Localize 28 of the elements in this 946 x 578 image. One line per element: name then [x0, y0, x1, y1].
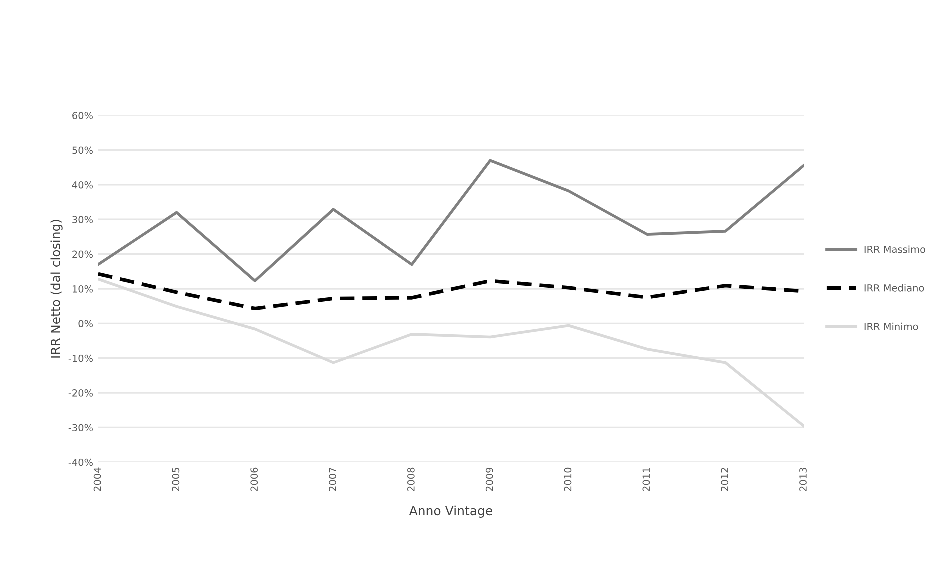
x-tick-label: 2007 [329, 468, 336, 492]
y-tick-label: 0% [78, 320, 93, 328]
x-tick-label: 2004 [94, 468, 102, 492]
line-series [98, 159, 804, 282]
y-tick-label: 50% [72, 146, 93, 154]
legend-label: IRR Massimo [864, 246, 926, 254]
x-axis-title: Anno Vintage [409, 506, 493, 518]
y-tick-label: -40% [68, 458, 93, 466]
x-tick-label: 2010 [564, 468, 572, 492]
x-tick-label: 2009 [486, 468, 494, 492]
x-tick-label: 2012 [721, 468, 729, 492]
y-tick-label: -20% [68, 390, 93, 397]
y-tick-label: -10% [68, 354, 93, 362]
x-tick-label: 2013 [800, 468, 807, 492]
x-tick-label: 2005 [172, 468, 180, 492]
y-tick-label: 60% [72, 112, 93, 120]
x-tick-label: 2006 [250, 468, 258, 492]
legend-label: IRR Mediano [864, 284, 924, 292]
legend-label: IRR Minimo [864, 322, 918, 330]
y-tick-label: 10% [72, 285, 93, 293]
x-tick-label: 2011 [642, 468, 650, 492]
y-tick-label: -30% [68, 424, 93, 432]
y-axis-title: IRR Netto (dal closing) [50, 220, 63, 358]
line-series [98, 278, 804, 428]
y-tick-label: 40% [72, 181, 93, 189]
y-tick-label: 30% [72, 216, 93, 224]
x-tick-label: 2008 [408, 468, 415, 492]
y-tick-label: 20% [72, 250, 93, 258]
